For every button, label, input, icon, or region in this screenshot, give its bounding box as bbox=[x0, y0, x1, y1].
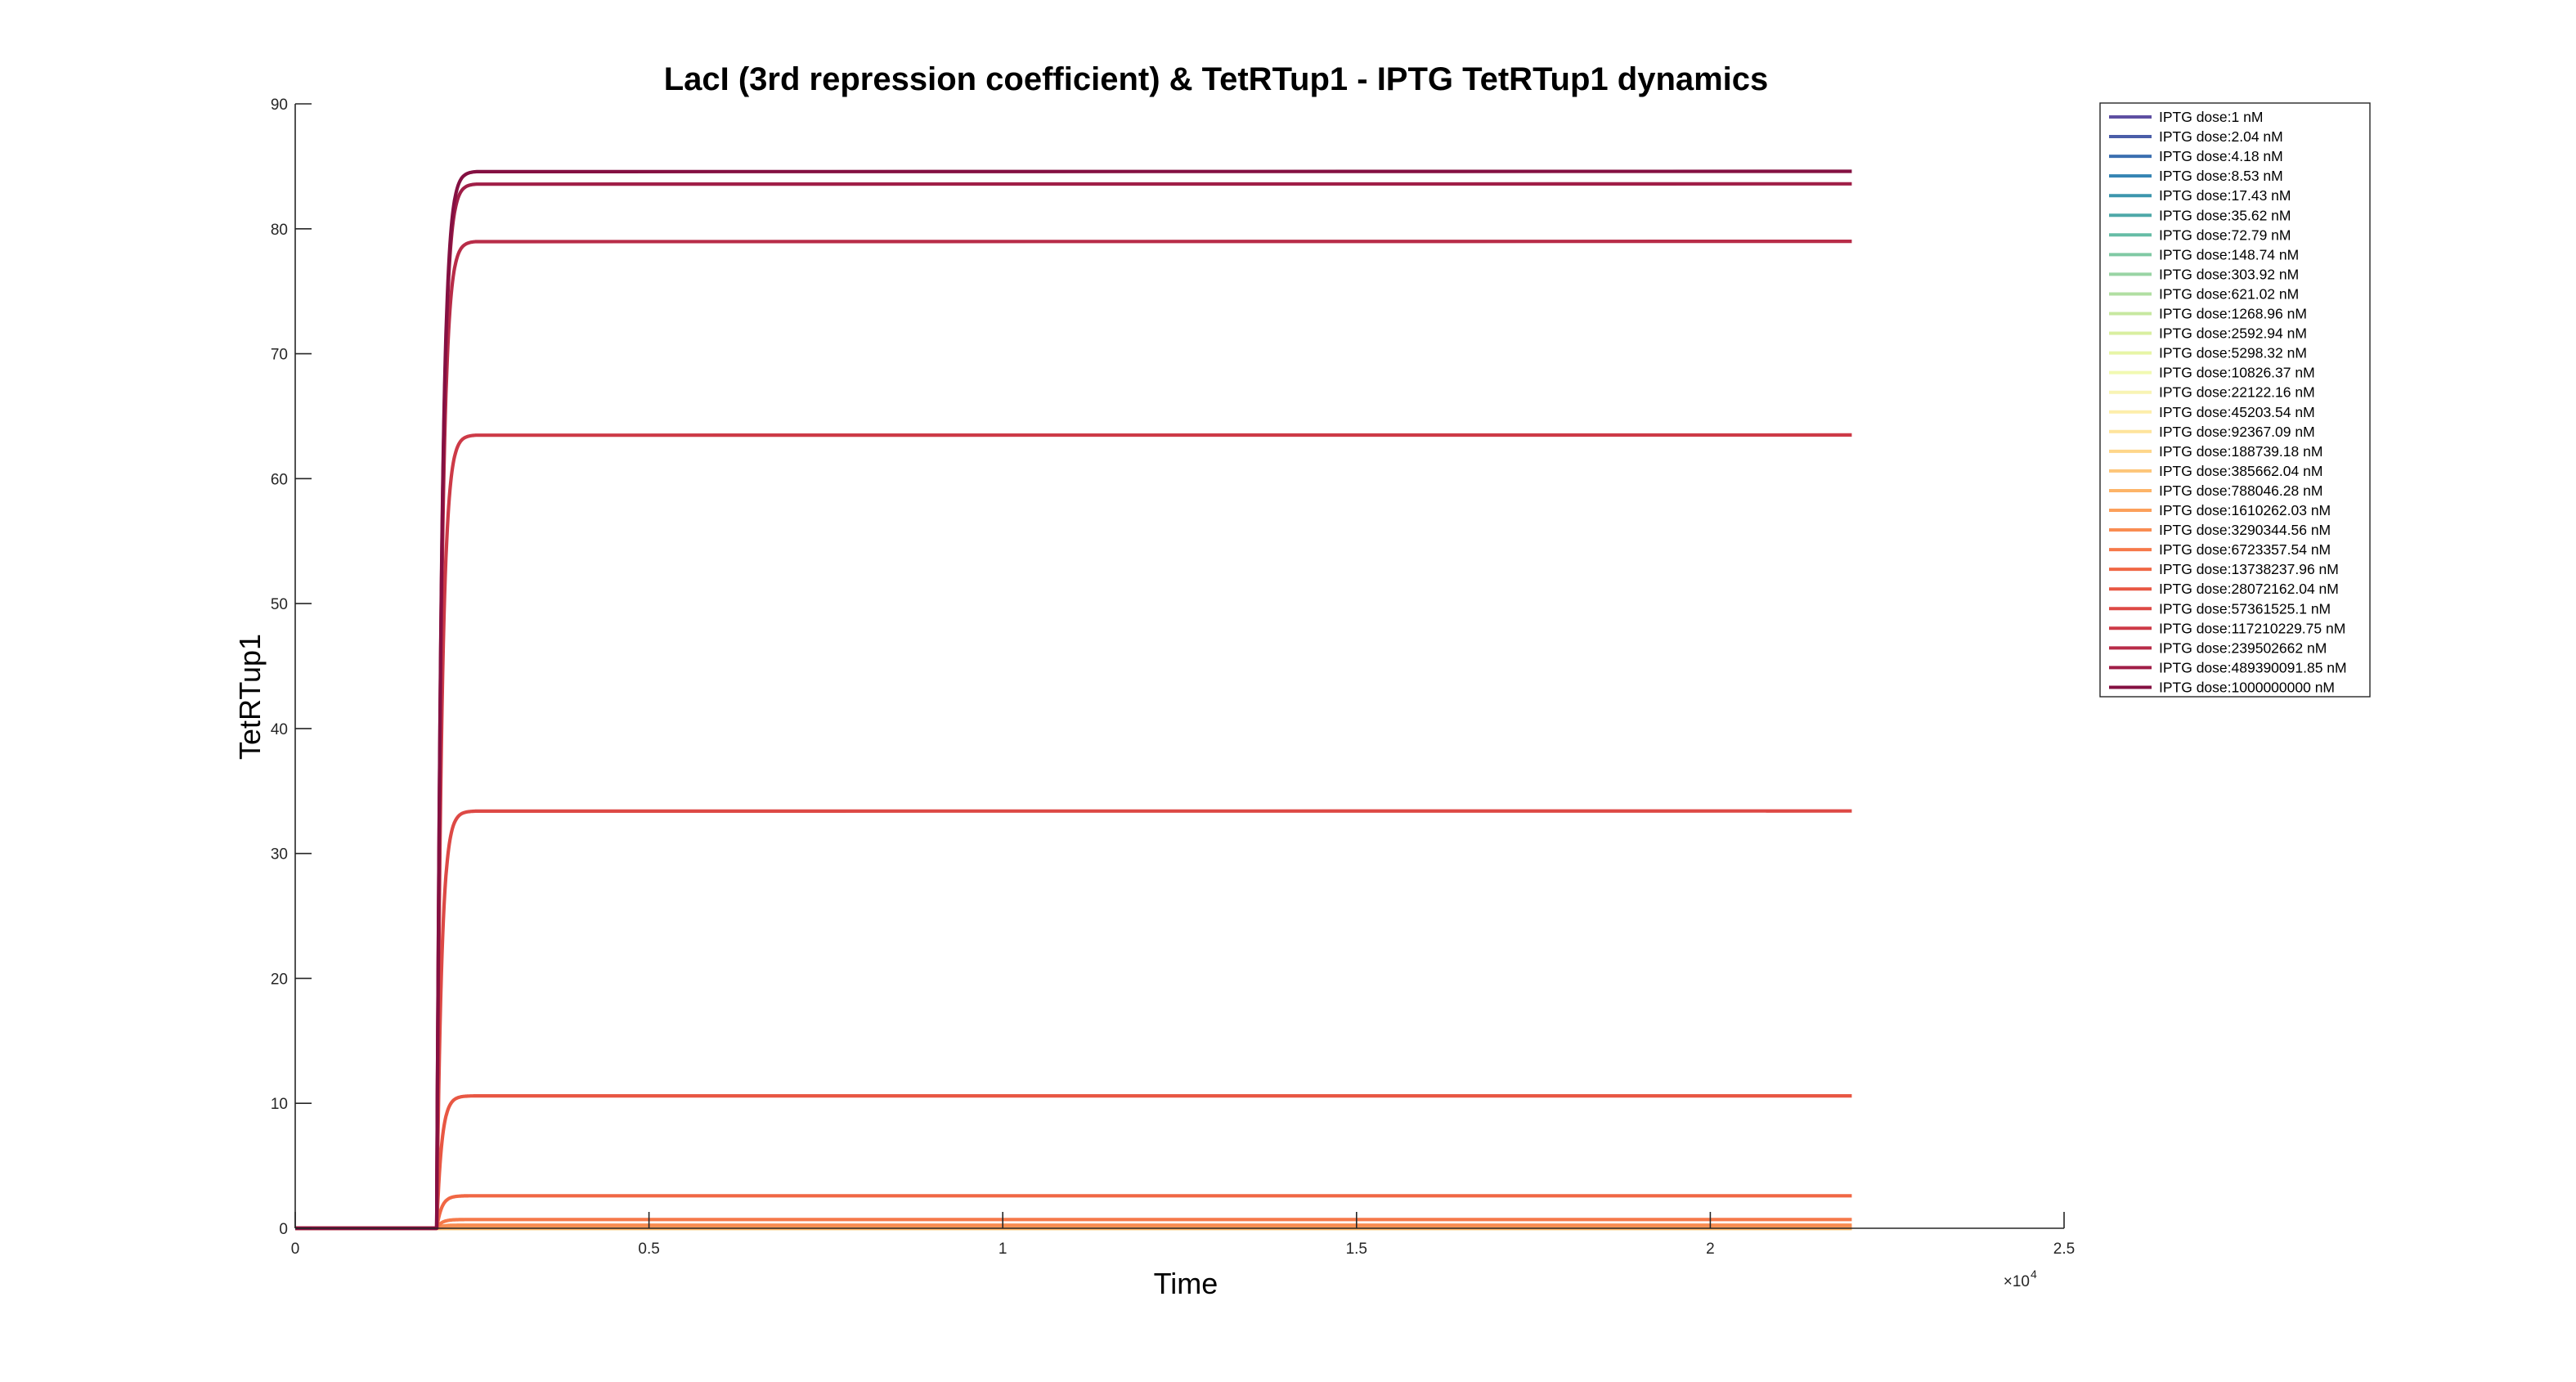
legend-label: IPTG dose:10826.37 nM bbox=[2159, 365, 2315, 381]
series-line-30 bbox=[295, 169, 1852, 1231]
legend-label: IPTG dose:117210229.75 nM bbox=[2159, 620, 2345, 636]
series-line-27 bbox=[295, 433, 1852, 1231]
series-line-22 bbox=[295, 1223, 1852, 1231]
y-tick-label: 30 bbox=[271, 846, 288, 864]
legend-label: IPTG dose:1268.96 nM bbox=[2159, 306, 2307, 322]
axes-layer: 0 0.5 1 1.5 2 2.5 0 10 20 30 40 50 60 70 80 90 bbox=[271, 96, 2075, 1258]
legend-label: IPTG dose:8.53 nM bbox=[2159, 168, 2283, 184]
x-tick-label: 0 bbox=[291, 1241, 300, 1258]
y-tick-label: 10 bbox=[271, 1096, 288, 1113]
legend-label: IPTG dose:148.74 nM bbox=[2159, 246, 2299, 262]
legend-label: IPTG dose:22122.16 nM bbox=[2159, 384, 2315, 401]
series-line-24 bbox=[295, 1194, 1852, 1231]
legend-label: IPTG dose:1000000000 nM bbox=[2159, 679, 2335, 695]
y-tick-label: 90 bbox=[271, 96, 288, 114]
x-tick-label: 1.5 bbox=[1346, 1241, 1367, 1258]
legend-label: IPTG dose:385662.04 nM bbox=[2159, 463, 2322, 479]
legend-label: IPTG dose:239502662 nM bbox=[2159, 639, 2327, 656]
x-tick-label: 1 bbox=[999, 1241, 1008, 1258]
legend: IPTG dose:1 nM IPTG dose:2.04 nM IPTG dose… bbox=[2099, 102, 2371, 698]
legend-label: IPTG dose:621.02 nM bbox=[2159, 285, 2299, 302]
chart-title: LacI (3rd repression coefficient) & TetR… bbox=[664, 61, 1769, 97]
legend-label: IPTG dose:2592.94 nM bbox=[2159, 325, 2307, 342]
y-tick-label: 0 bbox=[279, 1221, 288, 1238]
x-exponent-power: 4 bbox=[2031, 1268, 2037, 1281]
legend-label: IPTG dose:28072162.04 nM bbox=[2159, 581, 2339, 597]
legend-label: IPTG dose:788046.28 nM bbox=[2159, 482, 2322, 499]
series-line-23 bbox=[295, 1218, 1852, 1231]
legend-label: IPTG dose:35.62 nM bbox=[2159, 207, 2291, 223]
legend-label: IPTG dose:2.04 nM bbox=[2159, 128, 2283, 145]
legend-label: IPTG dose:17.43 nM bbox=[2159, 187, 2291, 204]
legend-label: IPTG dose:188739.18 nM bbox=[2159, 443, 2322, 460]
y-tick-label: 70 bbox=[271, 347, 288, 364]
legend-label: IPTG dose:3290344.56 nM bbox=[2159, 522, 2331, 538]
series-line-26 bbox=[295, 809, 1852, 1231]
y-tick-label: 50 bbox=[271, 596, 288, 613]
x-tick-label: 0.5 bbox=[638, 1241, 659, 1258]
series-line-25 bbox=[295, 1094, 1852, 1231]
legend-label: IPTG dose:13738237.96 nM bbox=[2159, 561, 2339, 577]
x-axis-label: Time bbox=[1154, 1267, 1218, 1300]
legend-label: IPTG dose:5298.32 nM bbox=[2159, 345, 2307, 361]
y-axis-label: TetRTup1 bbox=[233, 634, 267, 760]
legend-box bbox=[2099, 102, 2371, 698]
legend-label: IPTG dose:45203.54 nM bbox=[2159, 404, 2315, 420]
legend-label: IPTG dose:1 nM bbox=[2159, 109, 2263, 125]
y-tick-label: 20 bbox=[271, 971, 288, 988]
legend-label: IPTG dose:4.18 nM bbox=[2159, 148, 2283, 164]
x-tick-label: 2.5 bbox=[2053, 1241, 2075, 1258]
legend-label: IPTG dose:1610262.03 nM bbox=[2159, 502, 2331, 518]
legend-label: IPTG dose:6723357.54 nM bbox=[2159, 541, 2331, 558]
x-exponent-base: ×10 bbox=[2004, 1273, 2030, 1290]
legend-entries: IPTG dose:1 nM IPTG dose:2.04 nM IPTG dose… bbox=[2109, 109, 2347, 695]
legend-label: IPTG dose:72.79 nM bbox=[2159, 227, 2291, 243]
legend-label: IPTG dose:303.92 nM bbox=[2159, 266, 2299, 282]
y-tick-label: 40 bbox=[271, 721, 288, 738]
x-axis-exponent: ×10 4 bbox=[2004, 1268, 2037, 1290]
y-tick-label: 80 bbox=[271, 222, 288, 239]
y-tick-label: 60 bbox=[271, 471, 288, 488]
legend-label: IPTG dose:57361525.1 nM bbox=[2159, 600, 2331, 617]
x-tick-label: 2 bbox=[1706, 1241, 1715, 1258]
legend-label: IPTG dose:92367.09 nM bbox=[2159, 424, 2315, 440]
legend-label: IPTG dose:489390091.85 nM bbox=[2159, 659, 2347, 675]
